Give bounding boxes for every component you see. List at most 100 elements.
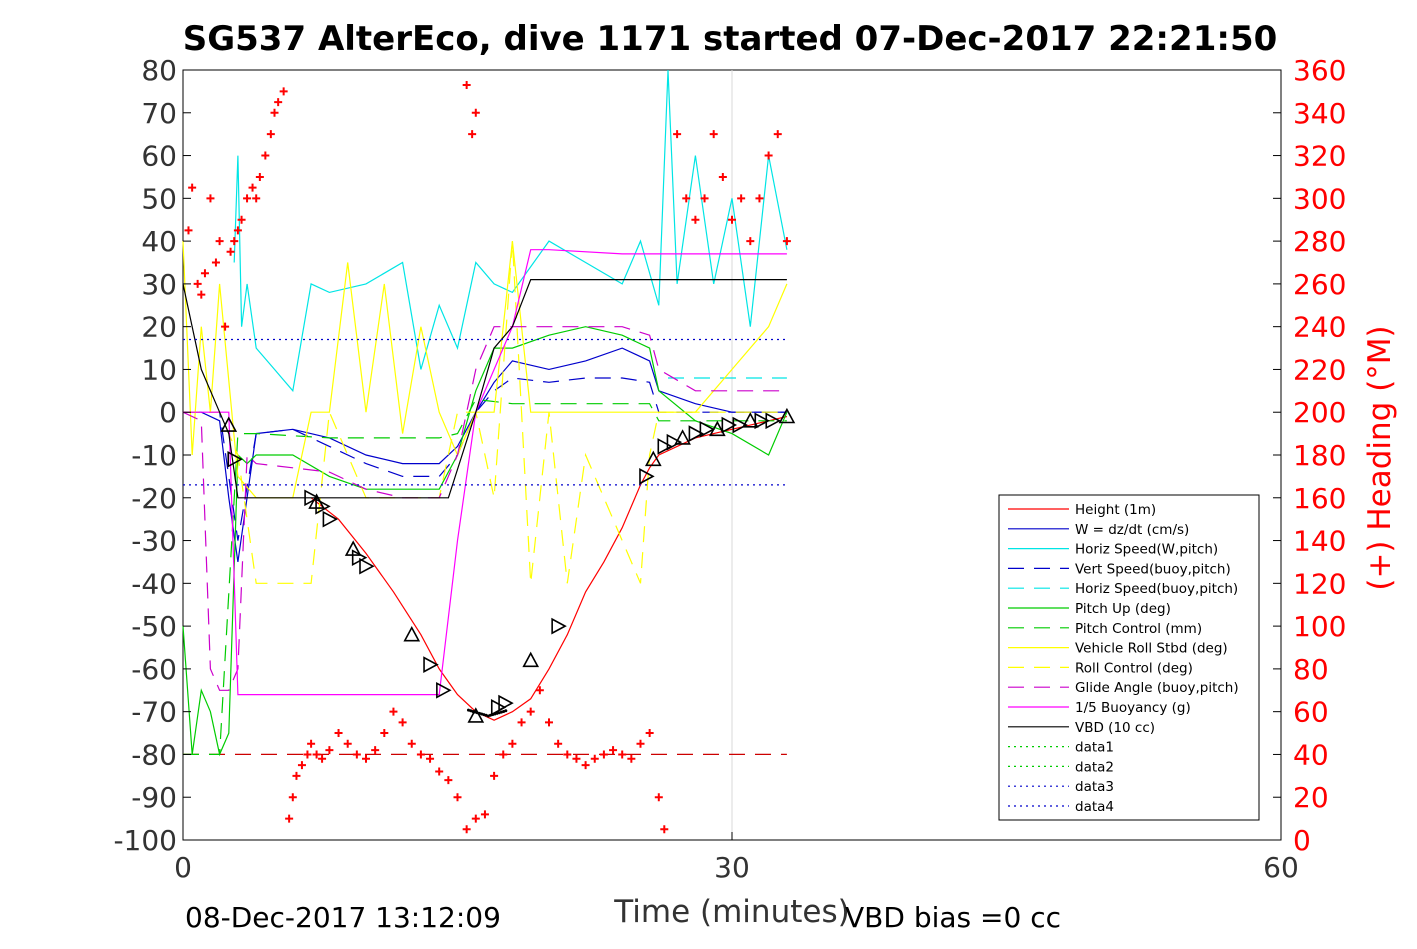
- y2-tick-label: 0: [1293, 824, 1311, 857]
- y-tick-label: -90: [131, 781, 177, 814]
- y2-tick-label: 180: [1293, 439, 1346, 472]
- heading-point: [398, 718, 407, 727]
- heading-point: [618, 750, 627, 759]
- y-tick-label: -20: [131, 482, 177, 515]
- heading-point: [581, 761, 590, 770]
- y2-tick-label: 340: [1293, 97, 1346, 130]
- legend-entry: Vert Speed(buoy,pitch): [1075, 561, 1231, 577]
- y-tick-label: 30: [141, 268, 177, 301]
- y2-tick-label: 160: [1293, 482, 1346, 515]
- heading-point: [471, 814, 480, 823]
- heading-point: [211, 258, 220, 267]
- footer-timestamp: 08-Dec-2017 13:12:09: [185, 901, 501, 934]
- footer-vbd-bias: VBD bias =0 cc: [845, 901, 1061, 934]
- series-line-7: [183, 398, 787, 756]
- x-tick-label: 0: [174, 851, 192, 884]
- heading-point: [237, 215, 246, 224]
- y-tick-label: -80: [131, 738, 177, 771]
- heading-point: [334, 729, 343, 738]
- y2-tick-label: 140: [1293, 525, 1346, 558]
- triangle-marker: [423, 656, 439, 673]
- y-tick-label: 40: [141, 225, 177, 258]
- y-tick-label: -100: [113, 824, 177, 857]
- heading-point: [737, 194, 746, 203]
- triangle-marker: [304, 489, 320, 507]
- heading-point: [590, 754, 599, 763]
- heading-point: [243, 194, 252, 203]
- heading-point: [682, 194, 691, 203]
- heading-point: [535, 686, 544, 695]
- heading-point: [709, 130, 718, 139]
- legend-entry: Horiz Speed(W,pitch): [1075, 542, 1218, 558]
- triangle-marker: [657, 438, 673, 455]
- heading-point: [627, 754, 636, 763]
- series-line-8: [182, 241, 788, 499]
- heading-point: [312, 750, 321, 759]
- y-tick-label: -50: [131, 610, 177, 643]
- x-axis-label: Time (minutes): [613, 894, 849, 930]
- triangle-marker: [778, 407, 796, 424]
- y2-tick-label: 360: [1293, 54, 1346, 87]
- series-layer: [182, 69, 788, 757]
- legend-entry: Horiz Speed(buoy,pitch): [1075, 581, 1238, 597]
- heading-point: [261, 151, 270, 160]
- heading-point: [453, 793, 462, 802]
- series-line-9: [183, 241, 787, 584]
- triangle-marker: [551, 617, 567, 635]
- legend-entry: Roll Control (deg): [1075, 660, 1193, 676]
- heading-point: [184, 226, 193, 235]
- triangle-marker: [674, 429, 691, 445]
- heading-point: [307, 739, 316, 748]
- heading-point: [773, 130, 782, 139]
- heading-point: [303, 750, 312, 759]
- triangle-marker: [754, 412, 770, 430]
- heading-point: [782, 237, 791, 246]
- heading-point: [673, 130, 682, 139]
- heading-point: [572, 754, 581, 763]
- y2-tick-label: 120: [1293, 567, 1346, 600]
- heading-point: [764, 151, 773, 160]
- heading-point: [599, 750, 608, 759]
- heading-point: [435, 767, 444, 776]
- heading-point: [728, 215, 736, 224]
- heading-point: [426, 754, 435, 763]
- legend-entry: W = dz/dt (cm/s): [1075, 522, 1189, 538]
- legend-entry: Glide Angle (buoy,pitch): [1075, 680, 1239, 696]
- legend-entry: data1: [1075, 740, 1114, 756]
- series-line-10: [182, 326, 787, 691]
- legend-entry: Pitch Up (deg): [1075, 601, 1171, 617]
- triangle-marker: [688, 425, 705, 442]
- triangle-marker: [644, 450, 662, 467]
- triangle-marker: [522, 651, 540, 668]
- triangle-marker: [467, 707, 485, 723]
- series-line-2: [183, 347, 787, 562]
- y2-tick-label: 100: [1293, 610, 1346, 643]
- heading-point: [325, 746, 334, 755]
- triangle-marker: [732, 416, 749, 434]
- heading-point: [462, 80, 471, 89]
- heading-point: [270, 108, 279, 117]
- series-line-11: [183, 249, 787, 696]
- series-line-6: [182, 326, 788, 757]
- triangle-marker: [721, 416, 738, 434]
- triangle-marker: [741, 412, 759, 428]
- heading-point: [660, 825, 669, 834]
- y2-tick-label: 60: [1293, 696, 1329, 729]
- heading-point: [233, 226, 242, 235]
- height-dot: [504, 709, 508, 713]
- heading-point: [755, 194, 764, 203]
- y2-tick-label: 20: [1293, 781, 1329, 814]
- heading-point: [248, 183, 257, 192]
- heading-point: [609, 746, 618, 755]
- triangle-marker: [765, 412, 781, 430]
- triangle-marker: [709, 420, 726, 437]
- y2-tick-label: 320: [1293, 140, 1346, 173]
- heading-point: [255, 172, 264, 181]
- y2-tick-label: 300: [1293, 182, 1346, 215]
- heading-point: [292, 771, 301, 780]
- triangle-marker: [666, 433, 683, 451]
- legend-entry: Vehicle Roll Stbd (deg): [1075, 641, 1228, 657]
- x-tick-label: 60: [1263, 851, 1299, 884]
- heading-point: [274, 98, 283, 107]
- triangle-marker: [227, 450, 243, 468]
